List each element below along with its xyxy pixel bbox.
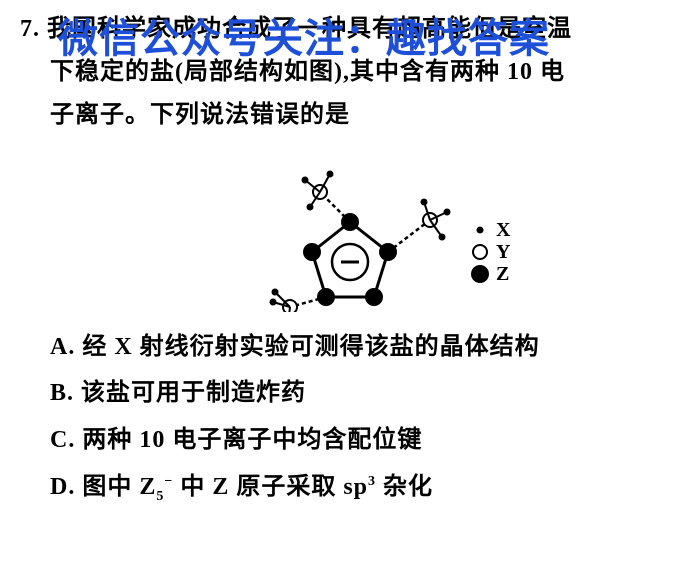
legend-z-label: Z [496,263,509,285]
question-line-3: 子离子。下列说法错误的是 [50,94,680,137]
molecule-diagram: X Y Z [160,152,540,312]
options-list: A. 经 X 射线衍射实验可测得该盐的晶体结构 B. 该盐可用于制造炸药 C. … [20,324,680,511]
option-a: A. 经 X 射线衍射实验可测得该盐的晶体结构 [50,324,680,371]
option-c: C. 两种 10 电子离子中均含配位键 [50,417,680,464]
option-b: B. 该盐可用于制造炸药 [50,370,680,417]
page: 微信公众号关注：趣找答案 7. 我国科学家成功合成了一种具有超高能但是室温 下稳… [0,0,700,519]
option-d: D. 图中 Z5− 中 Z 原子采取 sp3 杂化 [50,464,680,511]
legend-y-label: Y [496,241,511,263]
legend-x-label: X [496,219,511,241]
watermark-text: 微信公众号关注：趣找答案 [58,6,550,64]
